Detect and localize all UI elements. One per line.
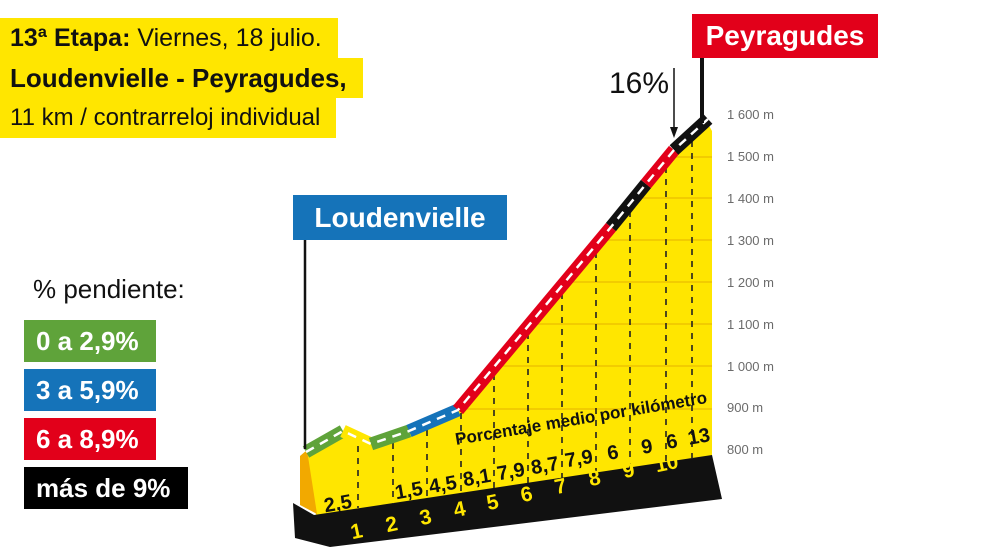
legend-heading: % pendiente: [33, 274, 185, 304]
elevation-label: 1 400 m [727, 191, 774, 206]
gradient-label: 13 [686, 424, 712, 450]
legend-item-green: 0 a 2,9% [24, 320, 156, 362]
km-label: 3 [418, 505, 434, 530]
km-labels: 1 2 3 4 5 6 7 8 9 10 [349, 450, 681, 544]
base-band [293, 455, 722, 547]
gradient-label: 1,5 [393, 478, 424, 504]
km-label: 4 [452, 497, 469, 522]
profile-left-face [300, 450, 317, 514]
gradient-label: 6 [665, 430, 680, 454]
elevation-label: 900 m [727, 400, 763, 415]
road-centerline [305, 118, 709, 454]
max-gradient-label: 16% [609, 67, 669, 100]
km-label: 8 [587, 466, 604, 491]
stage-number: 13ª Etapa: [10, 24, 131, 52]
elevation-label: 1 600 m [727, 107, 774, 122]
gradient-label: 7,9 [495, 459, 526, 485]
km-label: 6 [519, 482, 535, 507]
gradient-labels: 2,5 1,5 4,5 8,1 7,9 8,7 7,9 6 9 6 13 [322, 424, 711, 517]
elevation-label: 1 100 m [727, 317, 774, 332]
gradient-label: 2,5 [322, 491, 353, 517]
start-label: Loudenvielle [293, 195, 507, 240]
gradient-label: 8,1 [461, 465, 492, 491]
km-label: 7 [553, 474, 569, 499]
km-label: 9 [621, 458, 637, 483]
km-label: 5 [485, 490, 502, 515]
legend-item-blue: 3 a 5,9% [24, 369, 156, 411]
road-segment-blue [406, 404, 461, 437]
gradient-label: 6 [606, 441, 621, 465]
km-label: 2 [384, 512, 400, 537]
km-gridlines [357, 141, 693, 508]
gradient-label: 8,7 [529, 453, 560, 479]
km-label: 1 [349, 519, 366, 544]
km-label: 10 [653, 450, 681, 477]
stage-route: Loudenvielle - Peyragudes, [0, 58, 363, 98]
stage-distance-type: 11 km / contrarreloj individual [0, 98, 337, 138]
stage-title-line-1: 13ª Etapa: Viernes, 18 julio. [0, 18, 338, 58]
stage-title-box: 13ª Etapa: Viernes, 18 julio. Loudenviel… [0, 18, 363, 138]
elevation-gridlines [462, 156, 712, 410]
gradient-label: 4,5 [427, 472, 458, 498]
elevation-label: 800 m [727, 442, 763, 457]
stage-date: Viernes, 18 julio. [130, 24, 322, 52]
elevation-label: 1 500 m [727, 149, 774, 164]
max-gradient-arrowhead [670, 127, 678, 138]
gradient-label: 9 [640, 435, 655, 459]
elevation-label: 1 200 m [727, 275, 774, 290]
legend-item-black: más de 9% [24, 467, 188, 509]
elevation-label: 1 300 m [727, 233, 774, 248]
elevation-axis: 1 600 m 1 500 m 1 400 m 1 300 m 1 200 m … [727, 107, 774, 457]
finish-label: Peyragudes [692, 14, 878, 58]
profile-fill [306, 120, 712, 515]
elevation-label: 1 000 m [727, 359, 774, 374]
gradient-legend: 0 a 2,9% 3 a 5,9% 6 a 8,9% más de 9% [24, 320, 188, 516]
road-segment-red-1 [453, 222, 616, 415]
gradient-label: 7,9 [563, 446, 594, 472]
legend-item-red: 6 a 8,9% [24, 418, 156, 460]
